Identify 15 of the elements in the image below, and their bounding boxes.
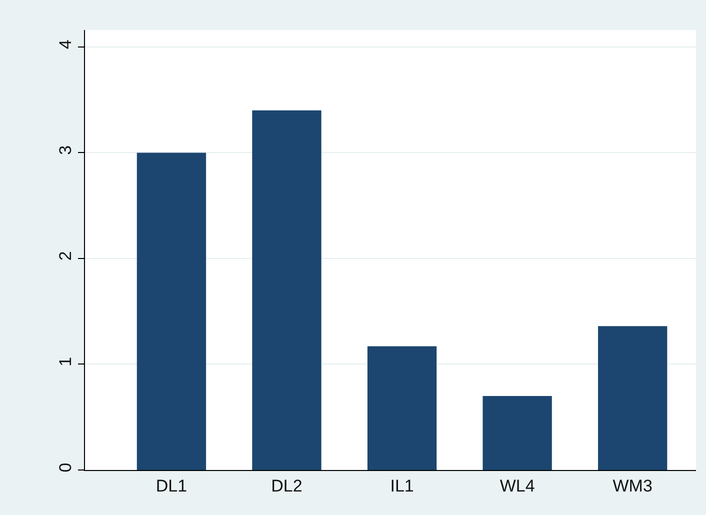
y-tick-label: 1 bbox=[56, 356, 76, 366]
bar bbox=[252, 110, 322, 470]
x-tick-label: IL1 bbox=[390, 476, 414, 496]
bar bbox=[136, 152, 206, 470]
x-tick-label: DL2 bbox=[271, 476, 302, 496]
y-tick-label: 3 bbox=[56, 145, 76, 155]
x-tick-label: WM3 bbox=[612, 476, 652, 496]
bar bbox=[598, 326, 668, 470]
bar bbox=[482, 396, 552, 470]
x-tick-label: DL1 bbox=[156, 476, 188, 496]
y-tick-label: 0 bbox=[56, 462, 76, 472]
x-tick-label: WL4 bbox=[500, 476, 535, 496]
bar bbox=[367, 346, 437, 470]
y-tick-label: 2 bbox=[56, 251, 76, 261]
y-tick-label: 4 bbox=[56, 40, 76, 50]
